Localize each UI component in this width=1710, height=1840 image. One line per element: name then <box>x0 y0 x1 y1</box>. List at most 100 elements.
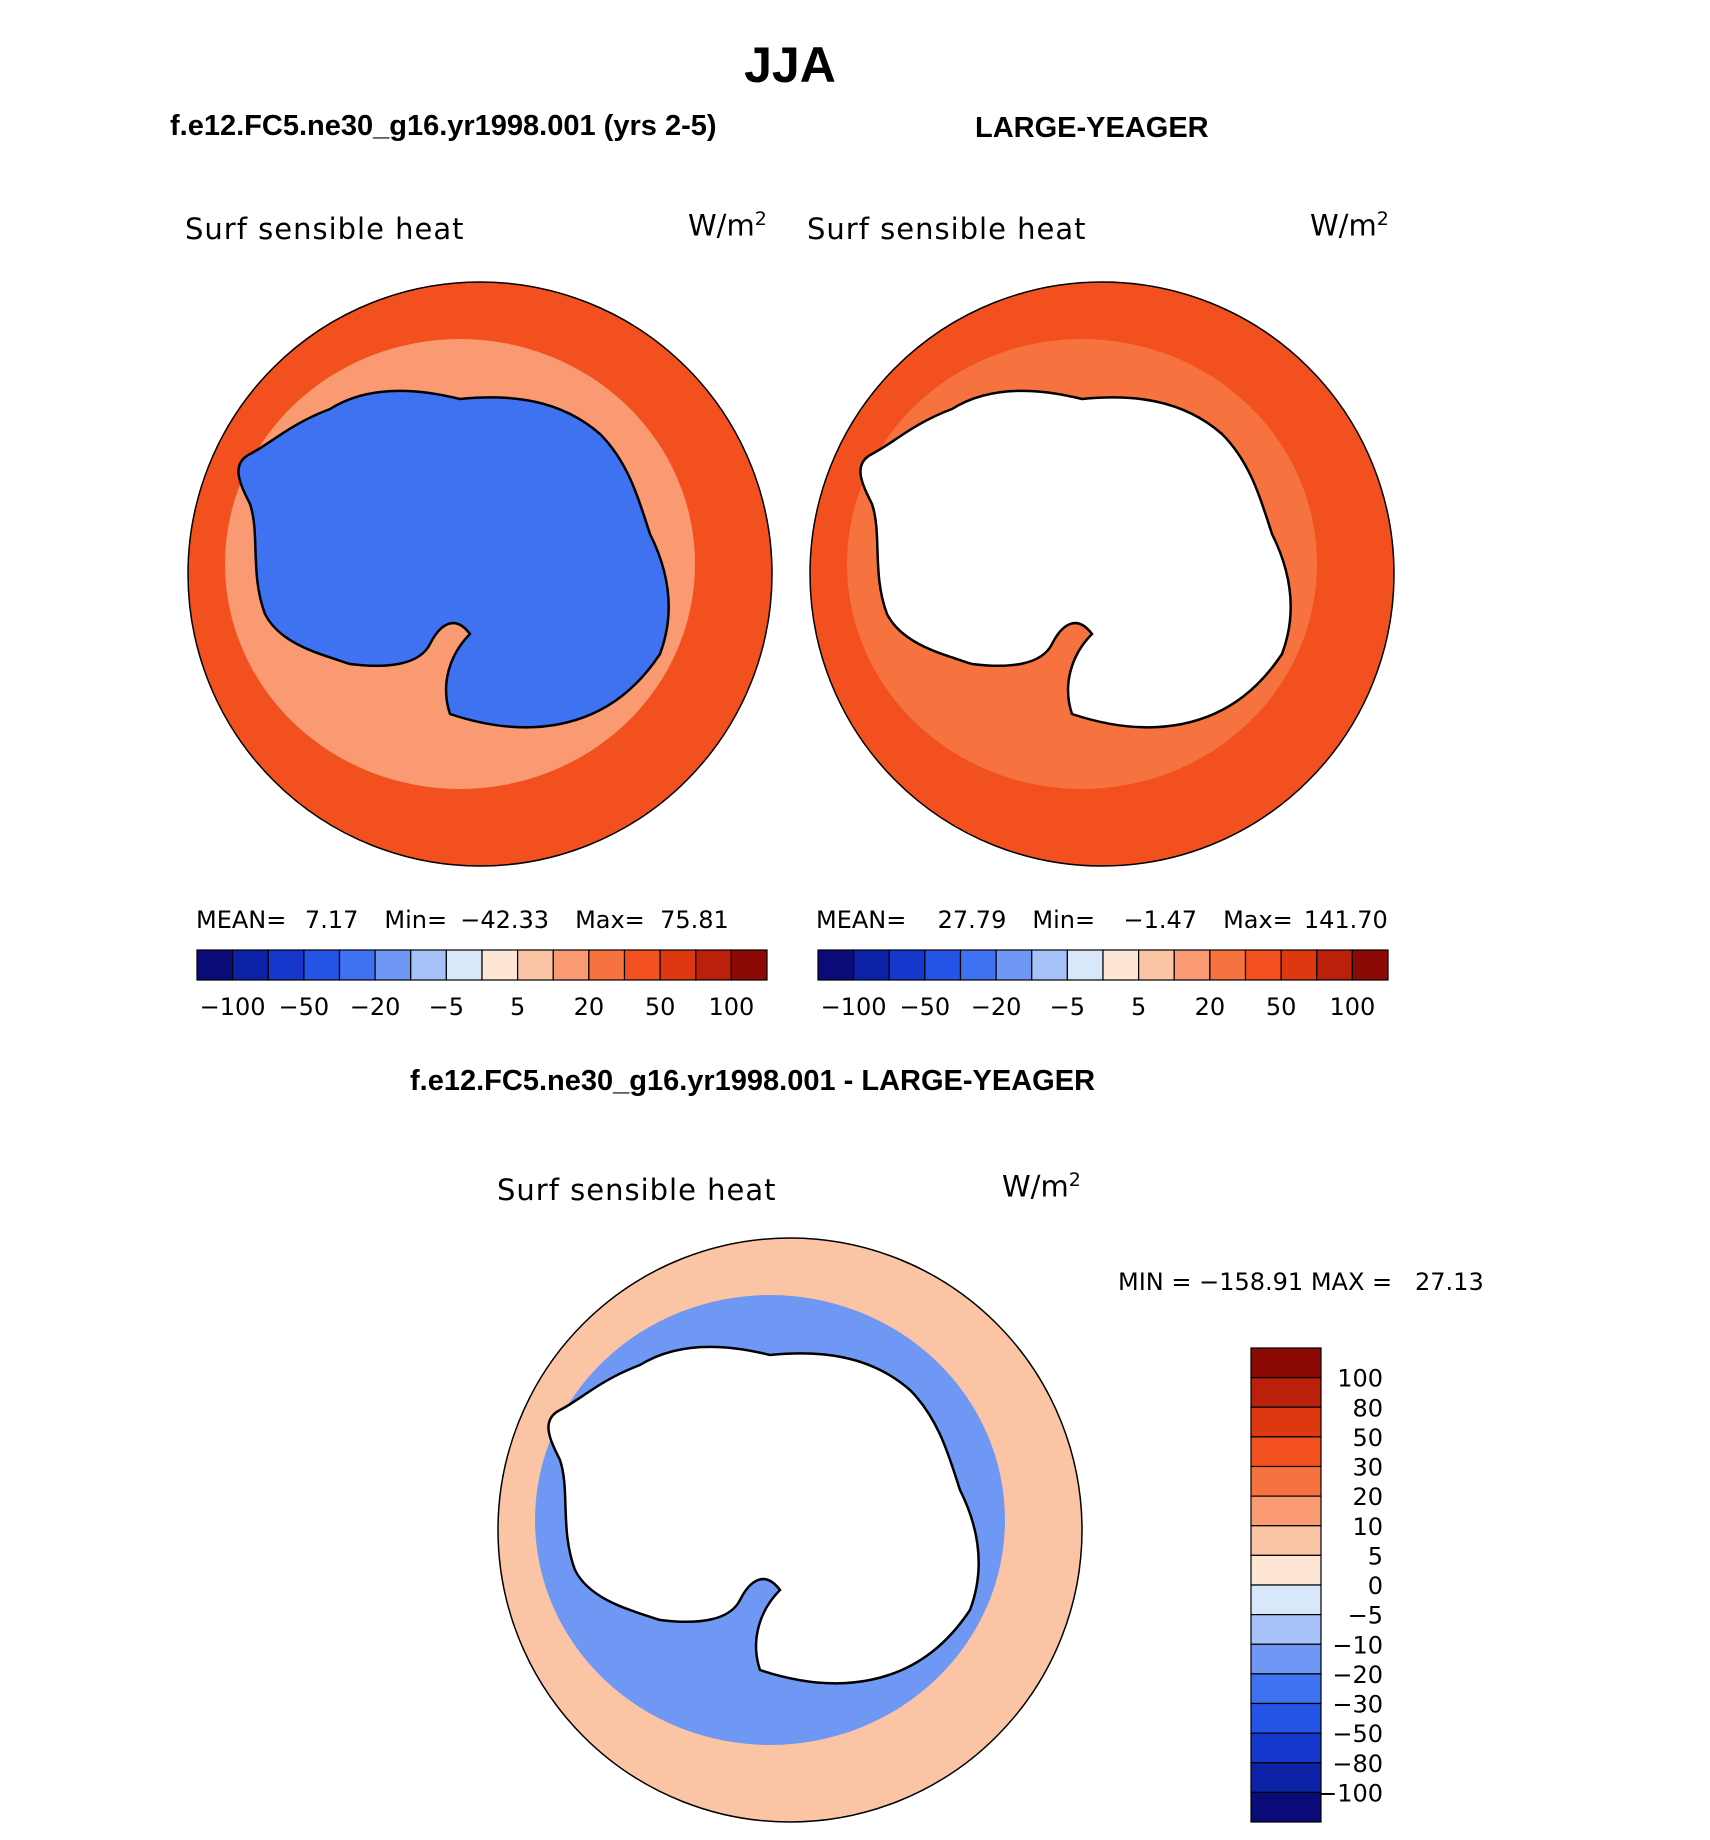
colorbar-3-tick-label: −20 <box>1332 1661 1383 1689</box>
colorbar-2-swatch <box>1280 949 1318 981</box>
colorbar-1-tick-label: −20 <box>350 993 401 1021</box>
colorbar-3-swatch <box>1250 1347 1322 1379</box>
colorbar-2-tick-label: 20 <box>1195 993 1226 1021</box>
colorbar-1-tick-label: 20 <box>574 993 605 1021</box>
colorbar-2-swatch <box>817 949 855 981</box>
panel2-variable-label: Surf sensible heat <box>807 212 1087 246</box>
colorbar-2-swatch <box>888 949 926 981</box>
colorbar-2-tick-label: 50 <box>1266 993 1297 1021</box>
colorbar-3-swatch <box>1250 1377 1322 1408</box>
colorbar-2-swatch <box>1138 949 1175 981</box>
colorbar-1-swatch <box>232 949 269 981</box>
colorbar-1-swatch <box>623 949 661 981</box>
colorbar-1-swatch <box>374 949 412 981</box>
colorbar-1-swatch <box>659 949 697 981</box>
colorbar-2-swatch <box>1173 949 1211 981</box>
colorbar-1: −100 −50 −20 −5 5 20 50 100 <box>196 949 768 1021</box>
colorbar-1-swatch <box>588 949 626 981</box>
panel2-max-label: Max= <box>1223 906 1293 934</box>
colorbar-1-tick-label: −100 <box>200 993 266 1021</box>
panel1-min-label: Min= <box>384 906 448 934</box>
colorbar-3-tick-label: −30 <box>1332 1691 1383 1719</box>
panel2-mean-label: MEAN= <box>816 906 907 934</box>
colorbar-3-tick-label: −50 <box>1332 1720 1383 1748</box>
colorbar-3-tick-label: −10 <box>1332 1631 1383 1659</box>
colorbar-2-swatch <box>995 949 1033 981</box>
colorbar-3-swatch <box>1250 1762 1322 1793</box>
colorbar-3-swatch <box>1250 1465 1322 1497</box>
colorbar-2-swatch <box>853 949 890 981</box>
polar-map-3 <box>497 1237 1083 1823</box>
colorbar-1-swatch <box>445 949 483 981</box>
panel2-min-value: −1.47 <box>1123 906 1198 934</box>
colorbar-3-swatch <box>1250 1791 1322 1823</box>
colorbar-1-tick-label: −50 <box>279 993 330 1021</box>
panel2-units: W/m2 <box>1310 208 1389 243</box>
colorbar-2-tick-label: −5 <box>1050 993 1085 1021</box>
panel1-units-exp: 2 <box>754 208 767 230</box>
panel2-max-value: 141.70 <box>1303 906 1388 934</box>
colorbar-2-swatch <box>1316 949 1353 981</box>
colorbar-1-swatch <box>303 949 341 981</box>
panel3-units-base: W/m <box>1002 1169 1069 1204</box>
map-boundary-1 <box>187 281 773 867</box>
panel3-units: W/m2 <box>1002 1169 1081 1204</box>
panel1-units: W/m2 <box>688 208 767 243</box>
colorbar-1-swatch <box>552 949 590 981</box>
colorbar-2-swatch <box>1102 949 1140 981</box>
colorbar-1-tick-label: 100 <box>708 993 754 1021</box>
panel2-units-exp: 2 <box>1376 208 1389 230</box>
colorbar-3-swatch <box>1250 1495 1322 1527</box>
colorbar-2-swatch <box>959 949 997 981</box>
colorbar-3-swatch <box>1250 1584 1322 1616</box>
colorbar-2-tick-label: 5 <box>1131 993 1146 1021</box>
panel3-units-exp: 2 <box>1068 1169 1081 1191</box>
colorbar-3-tick-label: 5 <box>1368 1542 1383 1570</box>
map-boundary-2 <box>809 281 1395 867</box>
panel1-units-base: W/m <box>688 208 755 243</box>
colorbar-2-tick-label: −50 <box>900 993 951 1021</box>
panel2-units-base: W/m <box>1310 208 1377 243</box>
panel1-max-label: Max= <box>575 906 645 934</box>
colorbar-2-swatch <box>1209 949 1247 981</box>
season-title: JJA <box>744 37 836 93</box>
colorbar-2-swatch <box>924 949 962 981</box>
colorbar-1-swatch <box>267 949 305 981</box>
colorbar-3-swatch <box>1250 1525 1322 1556</box>
colorbar-1-swatch <box>695 949 732 981</box>
panel1-max-value: 75.81 <box>660 906 729 934</box>
panel2-stats: MEAN= 27.79 Min= −1.47 Max= 141.70 <box>816 906 1388 934</box>
colorbar-3-tick-label: 0 <box>1368 1572 1383 1600</box>
colorbar-3-tick-label: 30 <box>1352 1454 1383 1482</box>
panel1-mean-label: MEAN= <box>196 906 287 934</box>
colorbar-3-swatch <box>1250 1673 1322 1705</box>
colorbar-2: −100 −50 −20 −5 5 20 50 100 <box>817 949 1389 1021</box>
colorbar-2-swatch <box>1351 949 1389 981</box>
colorbar-3-swatch <box>1250 1554 1322 1586</box>
colorbar-3-swatch <box>1250 1732 1322 1764</box>
panel3-case-title: f.e12.FC5.ne30_g16.yr1998.001 - LARGE-YE… <box>410 1065 1096 1097</box>
colorbar-3-tick-label: 100 <box>1337 1365 1383 1393</box>
colorbar-3-tick-label: 20 <box>1352 1483 1383 1511</box>
map-boundary-3 <box>497 1237 1083 1823</box>
panel2-mean-value: 27.79 <box>937 906 1007 934</box>
colorbar-2-tick-label: −100 <box>821 993 887 1021</box>
colorbar-3-swatch <box>1250 1614 1322 1645</box>
colorbar-1-swatch <box>338 949 376 981</box>
colorbar-2-tick-label: −20 <box>971 993 1022 1021</box>
colorbar-1-swatch <box>481 949 519 981</box>
colorbar-1-tick-label: −5 <box>429 993 464 1021</box>
colorbar-3-tick-label: −100 <box>1317 1779 1383 1807</box>
colorbar-3-tick-label: 10 <box>1352 1513 1383 1541</box>
colorbar-3-tick-label: −80 <box>1332 1750 1383 1778</box>
panel2-min-label: Min= <box>1032 906 1096 934</box>
panel1-mean-value: 7.17 <box>304 906 359 934</box>
colorbar-2-swatch <box>1066 949 1104 981</box>
panel3-stats: MIN = −158.91 MAX = 27.13 <box>1118 1268 1484 1296</box>
colorbar-2-tick-label: 100 <box>1329 993 1375 1021</box>
panel1-stats: MEAN= 7.17 Min= −42.33 Max= 75.81 <box>196 906 729 934</box>
polar-map-1 <box>187 281 773 867</box>
panel3-variable-label: Surf sensible heat <box>497 1173 777 1207</box>
colorbar-3-swatch <box>1250 1702 1322 1734</box>
panel1-variable-label: Surf sensible heat <box>185 212 465 246</box>
